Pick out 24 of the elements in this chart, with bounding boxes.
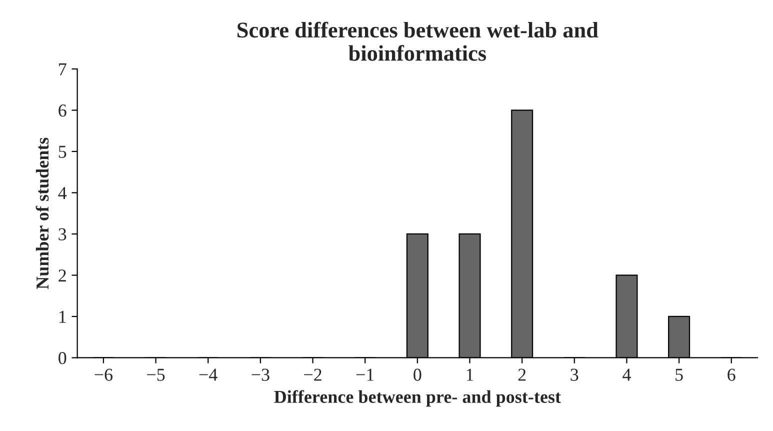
x-tick-label: 3 [570, 368, 578, 381]
x-tick-label: 4 [622, 368, 631, 381]
x-tick-label: 5 [676, 368, 683, 381]
x-tick-label: −3 [252, 368, 270, 381]
x-tick-label: 6 [728, 368, 736, 381]
x-tick-label: −6 [94, 368, 113, 381]
x-tick-label: −2 [304, 368, 322, 381]
y-axis-title: Number of students [36, 138, 49, 290]
y-tick-label: 1 [59, 310, 66, 323]
x-tick-label: −4 [199, 368, 218, 381]
x-tick-label: −5 [147, 368, 165, 381]
x-tick-label: −1 [356, 368, 374, 381]
y-tick-label: 3 [58, 228, 66, 240]
x-tick-label: 0 [414, 368, 422, 381]
x-tick-label: 2 [518, 368, 526, 381]
y-tick-label: 7 [59, 63, 66, 76]
y-tick-label: 2 [58, 270, 66, 282]
y-tick-label: 5 [58, 146, 66, 158]
chart-title: Score differences between wet-lab and bioinformatics [238, 22, 598, 61]
y-tick-label: 6 [58, 104, 66, 117]
y-tick-label: 0 [58, 352, 66, 364]
x-axis-title: Difference between pre- and post-test [274, 390, 561, 407]
x-tick-label: 1 [466, 368, 474, 381]
y-tick-label: 4 [58, 187, 67, 199]
